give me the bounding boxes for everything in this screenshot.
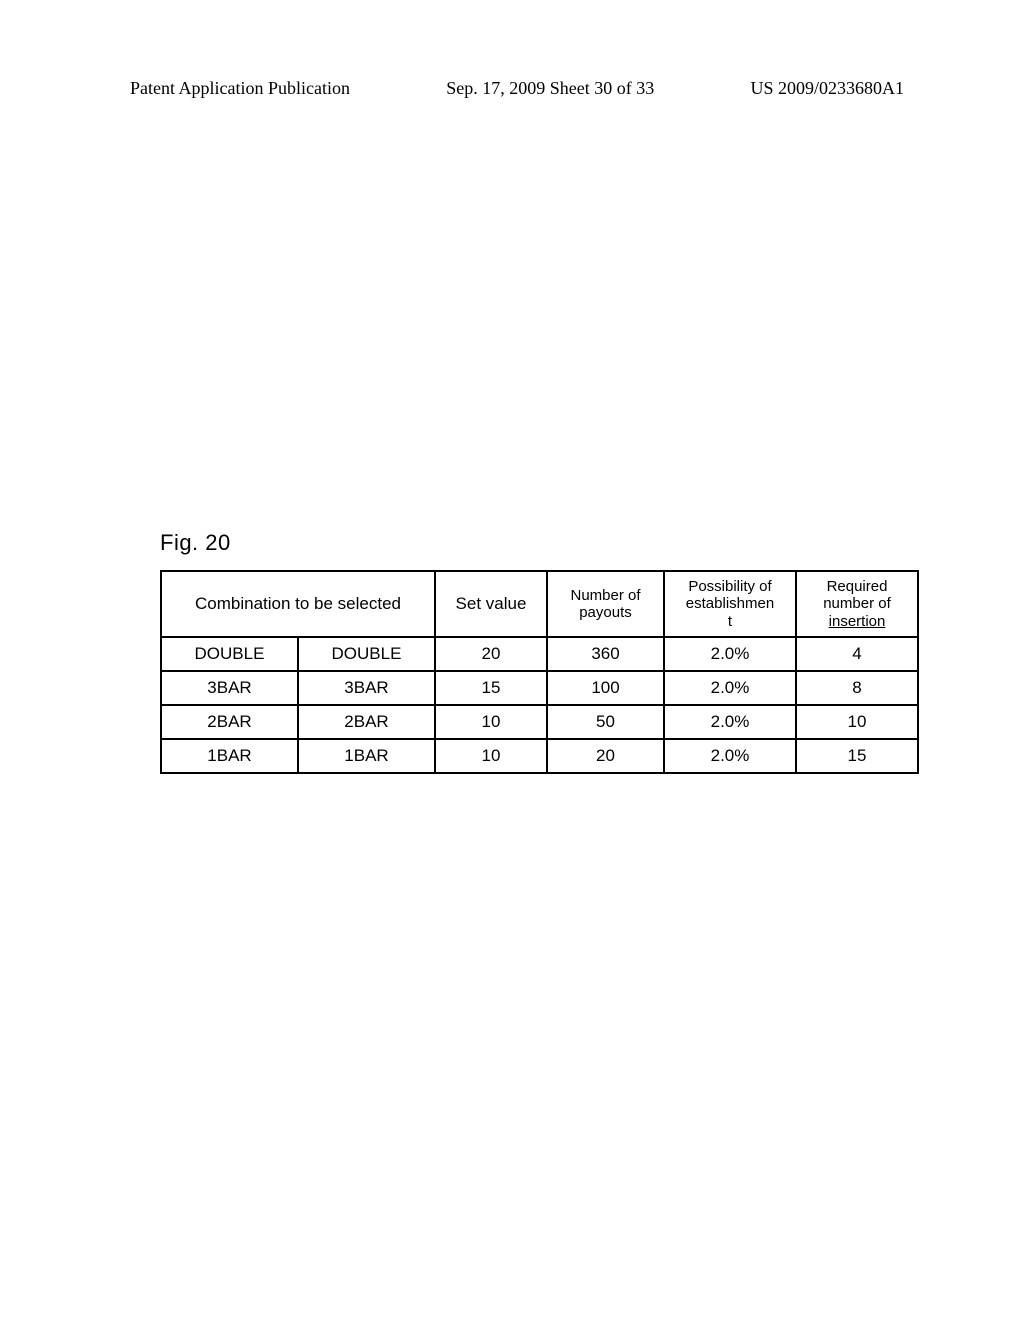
cell-set: 20: [435, 637, 547, 671]
header-right: US 2009/0233680A1: [750, 78, 904, 99]
cell-set: 15: [435, 671, 547, 705]
cell-req: 15: [796, 739, 918, 773]
cell-poss: 2.0%: [664, 739, 796, 773]
payout-table-wrap: Combination to be selected Set value Num…: [160, 570, 919, 774]
payout-table: Combination to be selected Set value Num…: [160, 570, 919, 774]
page-header: Patent Application Publication Sep. 17, …: [0, 78, 1024, 99]
header-poss-l3: t: [728, 613, 732, 630]
header-center: Sep. 17, 2009 Sheet 30 of 33: [446, 78, 654, 99]
cell-req: 4: [796, 637, 918, 671]
header-poss-l1: Possibility of: [688, 578, 771, 595]
cell-combo-a: 1BAR: [161, 739, 298, 773]
table-row: 1BAR 1BAR 10 20 2.0% 15: [161, 739, 918, 773]
table-row: 2BAR 2BAR 10 50 2.0% 10: [161, 705, 918, 739]
cell-combo-b: DOUBLE: [298, 637, 435, 671]
cell-pay: 50: [547, 705, 664, 739]
header-set-value: Set value: [435, 571, 547, 637]
cell-pay: 20: [547, 739, 664, 773]
header-possibility: Possibility of establishmen t: [664, 571, 796, 637]
header-payouts-l1: Number of: [570, 587, 640, 604]
header-req-l1: Required: [827, 578, 888, 595]
header-payouts-l2: payouts: [579, 604, 632, 621]
header-poss-l2: establishmen: [686, 595, 774, 612]
header-payouts: Number of payouts: [547, 571, 664, 637]
cell-set: 10: [435, 739, 547, 773]
figure-label: Fig. 20: [160, 530, 231, 556]
cell-req: 10: [796, 705, 918, 739]
cell-poss: 2.0%: [664, 671, 796, 705]
cell-req: 8: [796, 671, 918, 705]
cell-poss: 2.0%: [664, 637, 796, 671]
cell-combo-b: 2BAR: [298, 705, 435, 739]
header-required: Required number of insertion: [796, 571, 918, 637]
cell-combo-a: DOUBLE: [161, 637, 298, 671]
cell-combo-a: 3BAR: [161, 671, 298, 705]
cell-combo-b: 1BAR: [298, 739, 435, 773]
header-req-l3: insertion: [829, 613, 886, 630]
table-head: Combination to be selected Set value Num…: [161, 571, 918, 637]
cell-poss: 2.0%: [664, 705, 796, 739]
table-row: DOUBLE DOUBLE 20 360 2.0% 4: [161, 637, 918, 671]
page: Patent Application Publication Sep. 17, …: [0, 0, 1024, 1320]
cell-pay: 100: [547, 671, 664, 705]
header-left: Patent Application Publication: [130, 78, 350, 99]
header-req-l2: number of: [823, 595, 891, 612]
cell-combo-a: 2BAR: [161, 705, 298, 739]
cell-pay: 360: [547, 637, 664, 671]
table-header-row: Combination to be selected Set value Num…: [161, 571, 918, 637]
cell-set: 10: [435, 705, 547, 739]
table-row: 3BAR 3BAR 15 100 2.0% 8: [161, 671, 918, 705]
table-body: DOUBLE DOUBLE 20 360 2.0% 4 3BAR 3BAR 15…: [161, 637, 918, 773]
header-combination: Combination to be selected: [161, 571, 435, 637]
cell-combo-b: 3BAR: [298, 671, 435, 705]
